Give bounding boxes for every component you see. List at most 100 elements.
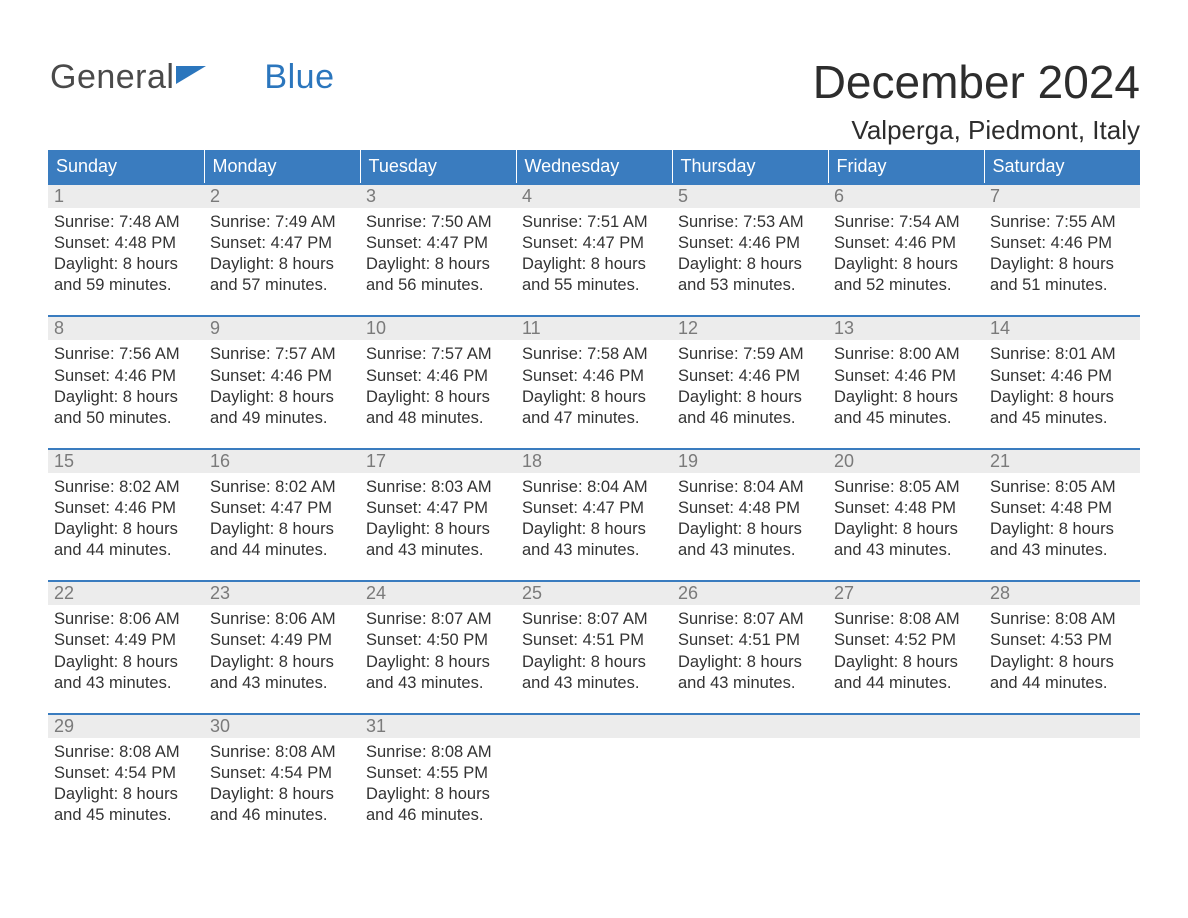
sunset-line: Sunset: 4:51 PM	[522, 630, 666, 651]
daylight-line: Daylight: 8 hours and 49 minutes.	[210, 387, 354, 429]
sunrise-line: Sunrise: 7:50 AM	[366, 212, 510, 233]
daylight-line: Daylight: 8 hours and 59 minutes.	[54, 254, 198, 296]
sunrise-value: 8:08 AM	[899, 610, 960, 628]
daylight-label: Daylight:	[210, 255, 274, 273]
sunrise-label: Sunrise:	[522, 478, 583, 496]
sunset-label: Sunset:	[366, 499, 422, 517]
week-separator	[48, 435, 1140, 449]
day-number: 9	[204, 316, 360, 340]
daylight-line: Daylight: 8 hours and 44 minutes.	[210, 519, 354, 561]
sunset-line: Sunset: 4:50 PM	[366, 630, 510, 651]
sunrise-line: Sunrise: 8:08 AM	[210, 742, 354, 763]
sunset-value: 4:51 PM	[583, 631, 644, 649]
sunrise-value: 8:04 AM	[743, 478, 804, 496]
sunset-line: Sunset: 4:48 PM	[678, 498, 822, 519]
sunrise-line: Sunrise: 7:55 AM	[990, 212, 1134, 233]
daylight-label: Daylight:	[522, 255, 586, 273]
sunrise-line: Sunrise: 7:56 AM	[54, 344, 198, 365]
day-cell: Sunrise: 8:07 AMSunset: 4:51 PMDaylight:…	[672, 605, 828, 699]
sunrise-line: Sunrise: 7:57 AM	[210, 344, 354, 365]
week-separator	[48, 302, 1140, 316]
sunrise-line: Sunrise: 8:05 AM	[990, 477, 1134, 498]
day-cell: Sunrise: 8:05 AMSunset: 4:48 PMDaylight:…	[828, 473, 984, 567]
sunset-label: Sunset:	[210, 367, 266, 385]
sunset-label: Sunset:	[366, 764, 422, 782]
daylight-label: Daylight:	[834, 520, 898, 538]
sunset-label: Sunset:	[210, 631, 266, 649]
sunset-label: Sunset:	[522, 367, 578, 385]
sunrise-label: Sunrise:	[678, 345, 739, 363]
sunset-label: Sunset:	[366, 631, 422, 649]
sunset-label: Sunset:	[366, 367, 422, 385]
daylight-label: Daylight:	[678, 653, 742, 671]
sunset-line: Sunset: 4:52 PM	[834, 630, 978, 651]
sunset-label: Sunset:	[54, 367, 110, 385]
sunrise-line: Sunrise: 7:53 AM	[678, 212, 822, 233]
sunset-value: 4:51 PM	[739, 631, 800, 649]
day-number: 21	[984, 449, 1140, 473]
day-cell: Sunrise: 8:07 AMSunset: 4:51 PMDaylight:…	[516, 605, 672, 699]
sunrise-label: Sunrise:	[210, 478, 271, 496]
day-number: 10	[360, 316, 516, 340]
sunset-label: Sunset:	[990, 499, 1046, 517]
day-cell	[516, 738, 672, 832]
sunset-value: 4:46 PM	[739, 367, 800, 385]
weekday-header: Saturday	[984, 150, 1140, 184]
sunset-line: Sunset: 4:47 PM	[522, 233, 666, 254]
weekday-header: Thursday	[672, 150, 828, 184]
day-cell: Sunrise: 8:04 AMSunset: 4:47 PMDaylight:…	[516, 473, 672, 567]
day-number: 1	[48, 184, 204, 208]
daylight-line: Daylight: 8 hours and 44 minutes.	[990, 652, 1134, 694]
sunset-label: Sunset:	[522, 631, 578, 649]
sunrise-line: Sunrise: 8:02 AM	[210, 477, 354, 498]
sunset-line: Sunset: 4:46 PM	[54, 498, 198, 519]
sunrise-value: 7:56 AM	[119, 345, 180, 363]
daylight-line: Daylight: 8 hours and 45 minutes.	[54, 784, 198, 826]
daylight-label: Daylight:	[366, 785, 430, 803]
sunset-line: Sunset: 4:48 PM	[54, 233, 198, 254]
day-number: 23	[204, 581, 360, 605]
sunset-line: Sunset: 4:48 PM	[834, 498, 978, 519]
daylight-label: Daylight:	[990, 255, 1054, 273]
day-data-row: Sunrise: 8:02 AMSunset: 4:46 PMDaylight:…	[48, 473, 1140, 567]
sunrise-value: 8:02 AM	[119, 478, 180, 496]
sunrise-line: Sunrise: 8:02 AM	[54, 477, 198, 498]
sunrise-value: 8:08 AM	[275, 743, 336, 761]
daylight-label: Daylight:	[834, 653, 898, 671]
day-number: 24	[360, 581, 516, 605]
sunrise-label: Sunrise:	[366, 213, 427, 231]
calendar-thead: SundayMondayTuesdayWednesdayThursdayFrid…	[48, 150, 1140, 184]
day-cell	[828, 738, 984, 832]
daylight-label: Daylight:	[834, 255, 898, 273]
day-cell: Sunrise: 7:54 AMSunset: 4:46 PMDaylight:…	[828, 208, 984, 302]
sunset-label: Sunset:	[834, 367, 890, 385]
sunset-label: Sunset:	[522, 499, 578, 517]
daylight-line: Daylight: 8 hours and 43 minutes.	[366, 519, 510, 561]
sunrise-line: Sunrise: 8:07 AM	[678, 609, 822, 630]
calendar-table: SundayMondayTuesdayWednesdayThursdayFrid…	[48, 150, 1140, 832]
daylight-label: Daylight:	[366, 388, 430, 406]
sunrise-value: 7:48 AM	[119, 213, 180, 231]
sunset-line: Sunset: 4:46 PM	[522, 366, 666, 387]
daylight-label: Daylight:	[522, 653, 586, 671]
day-number: 15	[48, 449, 204, 473]
day-cell: Sunrise: 7:57 AMSunset: 4:46 PMDaylight:…	[360, 340, 516, 434]
sunrise-value: 7:59 AM	[743, 345, 804, 363]
sunset-line: Sunset: 4:49 PM	[210, 630, 354, 651]
logo-word-2: Blue	[264, 60, 334, 94]
sunrise-label: Sunrise:	[210, 743, 271, 761]
sunset-line: Sunset: 4:46 PM	[678, 366, 822, 387]
sunset-label: Sunset:	[54, 234, 110, 252]
sunset-value: 4:47 PM	[271, 234, 332, 252]
sunrise-line: Sunrise: 7:58 AM	[522, 344, 666, 365]
calendar-page: General Blue December 2024 Valperga, Pie…	[0, 0, 1188, 832]
sunrise-value: 8:04 AM	[587, 478, 648, 496]
daylight-line: Daylight: 8 hours and 43 minutes.	[522, 519, 666, 561]
day-data-row: Sunrise: 7:56 AM Sunset: 4:46 PM Daylight:…	[48, 340, 1140, 434]
daylight-line: Daylight: 8 hours and 56 minutes.	[366, 254, 510, 296]
daylight-line: Daylight: 8 hours and 43 minutes.	[834, 519, 978, 561]
sunrise-label: Sunrise:	[366, 345, 427, 363]
sunset-line: Sunset: 4:46 PM	[678, 233, 822, 254]
daylight-label: Daylight:	[990, 388, 1054, 406]
sunrise-label: Sunrise:	[210, 213, 271, 231]
